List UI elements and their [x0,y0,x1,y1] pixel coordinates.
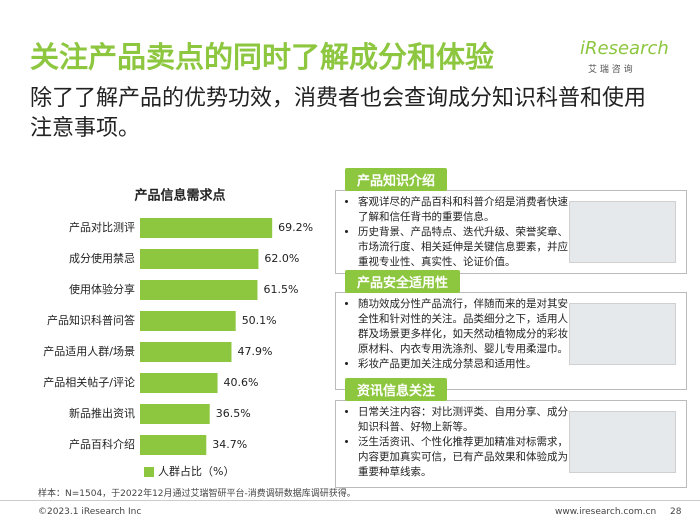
logo-cn: 艾 瑞 咨 询 [588,65,633,75]
logo: iResearch [580,38,669,59]
bullet: 彩妆产品更加关注成分禁忌和适用性。 [358,357,568,372]
bullet: 随功效成分性产品流行，伴随而来的是对其安全性和针对性的关注。品类细分之下，适用人… [358,297,568,357]
value-label: 47.9% [237,345,272,358]
panel-title: 资讯信息关注 [345,378,448,401]
chart: 产品信息需求点 产品对比测评 69.2% 成分使用禁忌 62.0% 使用体验分享 61.5… [43,188,313,479]
illustration [569,303,676,365]
bullet: 历史背景、产品特点、迭代升级、荣誉奖章、市场流行度、相关延伸是关键信息要素，并应… [358,225,568,270]
copyright: ©2023.1 iResearch Inc [38,507,142,517]
website: www.iresearch.com.cn [555,507,657,517]
value-label: 34.7% [212,438,247,451]
value-label: 40.6% [224,376,259,389]
panel-box: 客观详尽的产品百科和科普介绍是消费者快速了解和信任背书的重要信息。历史背景、产品… [335,190,687,274]
bullet-list: 客观详尽的产品百科和科普介绍是消费者快速了解和信任背书的重要信息。历史背景、产品… [336,191,568,274]
bar [140,280,258,300]
panel-box: 随功效成分性产品流行，伴随而来的是对其安全性和针对性的关注。品类细分之下，适用人… [335,292,687,390]
footer-rule [0,500,700,501]
bar [140,342,232,362]
bar [140,435,207,455]
bar [140,373,218,393]
bullet-list: 日常关注内容：对比测评类、自用分享、成分知识科普、好物上新等。泛生活资讯、个性化… [336,401,568,484]
value-label: 62.0% [264,252,299,265]
bullet: 日常关注内容：对比测评类、自用分享、成分知识科普、好物上新等。 [358,405,568,435]
bar [140,311,236,331]
category-label: 产品对比测评 [69,220,135,234]
category-label: 成分使用禁忌 [69,252,135,265]
bullet: 泛生活资讯、个性化推荐更加精准对标需求，内容更加真实可信，已有产品效果和体验成为… [358,435,568,480]
category-label: 产品知识科普问答 [47,313,135,327]
category-label: 产品适用人群/场景 [43,344,135,358]
illustration [569,201,676,263]
legend-label: 人群占比（%） [158,464,234,478]
legend-swatch [144,467,154,477]
category-label: 产品百科介绍 [69,437,135,451]
illustration [569,411,676,473]
value-label: 50.1% [242,314,277,327]
bullet: 客观详尽的产品百科和科普介绍是消费者快速了解和信任背书的重要信息。 [358,195,568,225]
page-number: 28 [670,507,682,517]
slide-title: 关注产品卖点的同时了解成分和体验 [30,40,495,74]
subtitle: 除了了解产品的优势功效，消费者也会查询成分知识科普和使用注意事项。 [30,86,647,141]
chart-title: 产品信息需求点 [134,188,225,204]
panel-box: 日常关注内容：对比测评类、自用分享、成分知识科普、好物上新等。泛生活资讯、个性化… [335,400,687,488]
bullet-list: 随功效成分性产品流行，伴随而来的是对其安全性和针对性的关注。品类细分之下，适用人… [336,293,568,376]
bar [140,404,210,424]
panel-title: 产品安全适用性 [345,270,461,293]
value-label: 36.5% [216,407,251,420]
category-label: 产品相关帖子/评论 [43,375,135,389]
value-label: 61.5% [263,283,298,296]
bar [140,249,259,269]
category-label: 使用体验分享 [69,282,135,296]
panel-title: 产品知识介绍 [345,168,448,191]
value-label: 69.2% [278,221,313,234]
note: 样本：N=1504，于2022年12月通过艾瑞智研平台-消费调研数据库调研获得。 [38,489,356,499]
category-label: 新品推出资讯 [69,406,135,420]
bar [140,218,273,238]
